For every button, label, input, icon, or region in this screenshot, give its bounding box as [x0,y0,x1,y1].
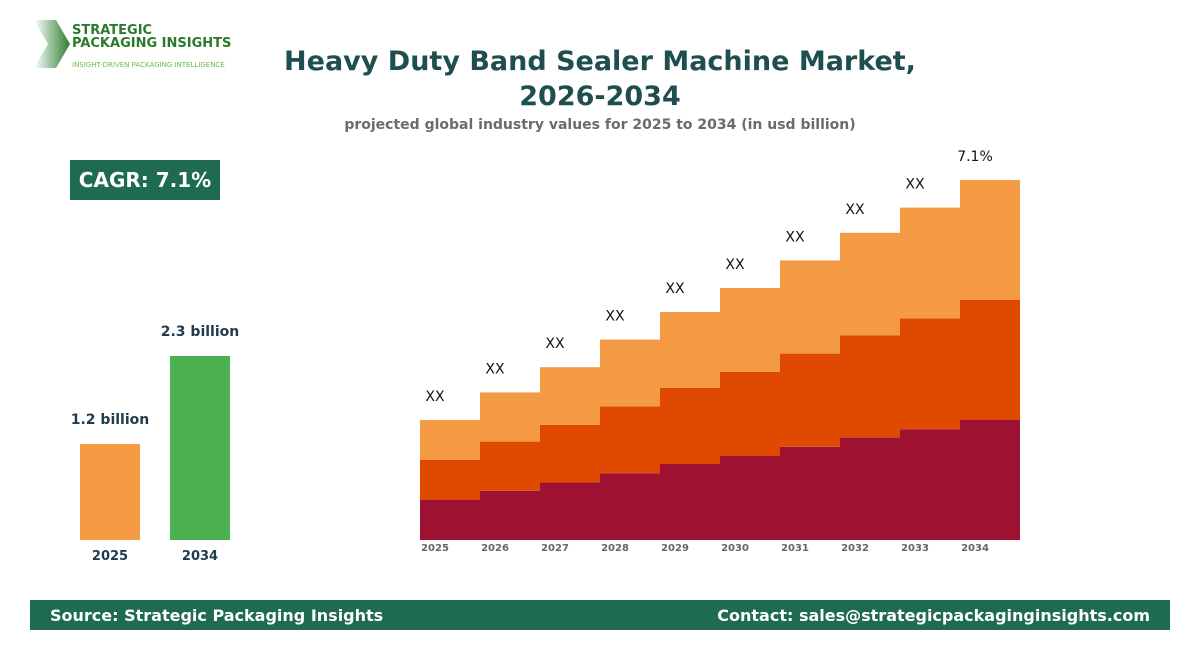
tick-label: 2032 [841,543,869,554]
bar-segment-2029-0 [660,464,720,540]
data-label: 1.2 billion [71,412,149,428]
bar-segment-2033-1 [900,318,960,430]
bar-segment-2028-2 [600,339,660,407]
bar-segment-2031-2 [780,260,840,354]
logo-text: STRATEGIC PACKAGING INSIGHTS [72,23,232,51]
tick-label: 2034 [961,543,989,554]
tick-label: 2025 [421,543,449,554]
bar-segment-2031-1 [780,353,840,447]
data-label: XX [665,281,685,297]
data-label: XX [545,336,565,352]
tick-label: 2029 [661,543,689,554]
data-label: XX [845,202,865,218]
bar-segment-2032-1 [840,335,900,438]
bar-segment-2029-1 [660,388,720,464]
bar-segment-2034-1 [960,300,1020,420]
tick-label: 2031 [781,543,809,554]
data-label: XX [425,389,445,405]
bar-segment-2030-1 [720,372,780,456]
bar-segment-2027-2 [540,367,600,425]
data-label: XX [485,361,505,377]
bar-segment-2031-0 [780,446,840,540]
bar-2025 [80,444,140,540]
logo-chevron-icon [34,20,70,68]
tick-label: 2030 [721,543,749,554]
bar-segment-2025-2 [420,420,480,460]
bar-segment-2027-0 [540,482,600,540]
data-label: 7.1% [957,149,993,165]
bar-segment-2027-1 [540,424,600,483]
bar-segment-2025-0 [420,500,480,540]
tick-label: 2026 [481,543,509,554]
contact-text: Contact: sales@strategicpackaginginsight… [717,605,1150,625]
data-label: XX [725,257,745,273]
bar-segment-2028-1 [600,406,660,474]
tick-label: 2034 [182,549,218,564]
footer: Source: Strategic Packaging Insights Con… [30,600,1170,630]
bar-segment-2029-2 [660,312,720,388]
bar-segment-2028-0 [600,473,660,540]
logo [30,18,220,72]
data-label: XX [785,229,805,245]
cagr-badge: CAGR: 7.1% [70,160,220,200]
bar-segment-2026-0 [480,490,540,540]
chart-title: Heavy Duty Band Sealer Machine Market, 20… [284,46,916,112]
bar-segment-2030-2 [720,288,780,372]
tick-label: 2033 [901,543,929,554]
data-label: XX [905,177,925,193]
logo-tagline: INSIGHT-DRIVEN PACKAGING INTELLIGENCE [72,61,225,69]
tick-label: 2027 [541,543,569,554]
bar-segment-2033-2 [900,207,960,319]
bar-segment-2026-1 [480,441,540,491]
chart-subtitle: projected global industry values for 202… [344,117,856,133]
bar-segment-2026-2 [480,392,540,442]
bar-segment-2033-0 [900,429,960,540]
source-text: Source: Strategic Packaging Insights [50,605,384,625]
bar-segment-2034-0 [960,420,1020,540]
data-label: XX [605,309,625,325]
bar-segment-2030-0 [720,456,780,540]
tick-label: 2025 [92,549,128,564]
bar-segment-2032-2 [840,232,900,336]
bar-segment-2032-0 [840,437,900,540]
charts: 1.2 billion 2025 2.3 billion 2034 XX 2025 XX 20… [71,149,1020,564]
bar-2034 [170,356,230,540]
tick-label: 2028 [601,543,629,554]
bar-segment-2025-1 [420,460,480,500]
bar-segment-2034-2 [960,180,1020,300]
data-label: 2.3 billion [161,324,239,340]
